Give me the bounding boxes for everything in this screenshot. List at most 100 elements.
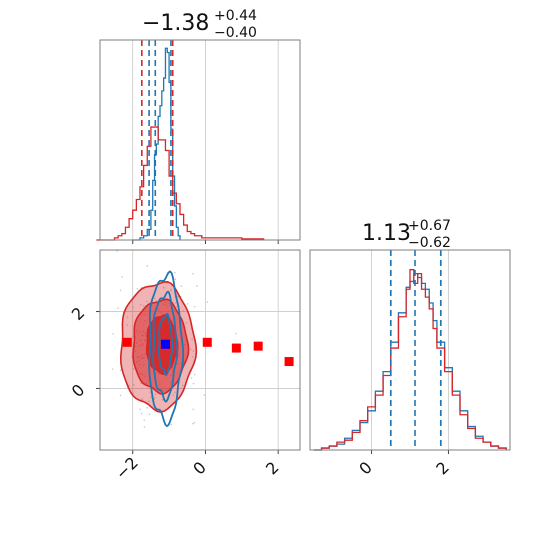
scatter-point xyxy=(180,285,183,288)
scatter-point xyxy=(190,377,193,379)
scatter-point xyxy=(174,278,177,281)
title-1-median: −1.38 xyxy=(142,11,209,36)
frame-c xyxy=(309,249,511,451)
scatter-point xyxy=(149,391,151,393)
scatter-point xyxy=(185,321,188,324)
scatter-point xyxy=(177,295,179,298)
scatter-point xyxy=(139,303,142,306)
title-2-plus: +0.67 xyxy=(408,218,451,234)
scatter-point xyxy=(155,300,157,302)
tick-label-y-1: 2 xyxy=(68,303,89,324)
tick-label-x-2: 2 xyxy=(262,458,283,479)
scatter-point xyxy=(148,413,151,416)
scatter-point xyxy=(174,391,176,394)
scatter-point xyxy=(119,289,122,292)
title-param-1: −1.38 +0.44 −0.40 xyxy=(142,8,257,41)
scatter-point xyxy=(103,460,105,462)
title-1-minus: −0.40 xyxy=(214,25,257,41)
scatter-point xyxy=(146,406,148,409)
frame-b xyxy=(99,249,301,451)
title-1-plus: +0.44 xyxy=(214,8,257,24)
red-hist-1 xyxy=(313,269,507,451)
frame-a xyxy=(99,39,301,241)
scatter-point xyxy=(132,368,135,370)
scatter-point xyxy=(148,400,150,403)
red-hist-1 xyxy=(96,126,265,241)
blue-contour-middle xyxy=(152,290,179,403)
tick-label-x-0: −2 xyxy=(112,453,142,483)
scatter-point xyxy=(132,392,134,395)
scatter-point xyxy=(174,271,176,274)
scatter-point xyxy=(126,324,129,326)
blue-contour-outer xyxy=(148,270,185,428)
scatter-point xyxy=(143,426,146,428)
scatter-point xyxy=(191,356,194,358)
scatter-point xyxy=(175,301,177,304)
tick-label-x-0: 0 xyxy=(355,458,376,479)
scatter-point xyxy=(192,408,195,411)
scatter-point xyxy=(162,286,165,289)
contour-area xyxy=(103,237,294,462)
scatter-point xyxy=(146,265,149,267)
scatter-point xyxy=(139,408,141,411)
scatter-point xyxy=(192,382,195,385)
scatter-point xyxy=(126,316,129,319)
scatter-point xyxy=(119,394,122,397)
scatter-point xyxy=(203,394,206,396)
red-marker-4 xyxy=(253,341,263,351)
scatter-point xyxy=(136,287,139,290)
blue-contour-inner xyxy=(158,312,174,377)
scatter-point xyxy=(170,288,172,291)
title-2-median: 1.13 xyxy=(362,221,411,246)
scatter-point xyxy=(170,290,172,292)
scatter-point xyxy=(140,286,143,289)
scatter-point xyxy=(206,301,209,303)
scatter-point xyxy=(170,423,173,426)
scatter-point xyxy=(193,421,196,424)
scatter-point xyxy=(143,419,146,422)
blue-hist-0 xyxy=(313,272,507,451)
scatter-point xyxy=(117,307,119,310)
tick-label-y-0: 0 xyxy=(68,380,89,401)
scatter-point xyxy=(187,303,189,305)
scatter-point xyxy=(119,369,122,372)
scatter-point xyxy=(192,350,195,352)
scatter-point xyxy=(132,306,135,309)
blue-hist-0 xyxy=(132,47,181,241)
scatter-point xyxy=(147,237,149,239)
scatter-point xyxy=(195,285,198,287)
scatter-point xyxy=(131,335,134,338)
scatter-point xyxy=(182,309,185,312)
scatter-point xyxy=(140,412,143,415)
tick-label-x-1: 0 xyxy=(189,458,210,479)
tick-label-x-1: 2 xyxy=(432,458,453,479)
scatter-point xyxy=(182,384,184,387)
scatter-point xyxy=(190,348,192,350)
red-marker-5 xyxy=(284,357,294,367)
scatter-point xyxy=(235,332,237,335)
scatter-point xyxy=(172,394,174,397)
scatter-point xyxy=(121,276,123,278)
scatter-point xyxy=(193,305,196,308)
scatter-point xyxy=(191,338,193,341)
blue-marker xyxy=(160,339,170,349)
scatter-point xyxy=(141,398,143,400)
panel-bottom-left-contours: −2 0 2 0 2 xyxy=(68,237,301,483)
scatter-point xyxy=(192,422,194,425)
scatter-point xyxy=(111,368,114,370)
red-marker-0 xyxy=(122,337,132,347)
red-marker-2 xyxy=(202,337,212,347)
scatter-point xyxy=(146,300,148,303)
scatter-point xyxy=(163,245,165,247)
scatter-point xyxy=(149,396,152,398)
scatter-point xyxy=(142,304,145,307)
scatter-point xyxy=(154,393,157,396)
red-marker-3 xyxy=(231,343,241,353)
scatter-point xyxy=(112,332,114,335)
scatter-point xyxy=(193,373,196,376)
scatter-point xyxy=(192,272,194,275)
scatter-point xyxy=(133,383,135,386)
scatter-point xyxy=(153,297,156,299)
